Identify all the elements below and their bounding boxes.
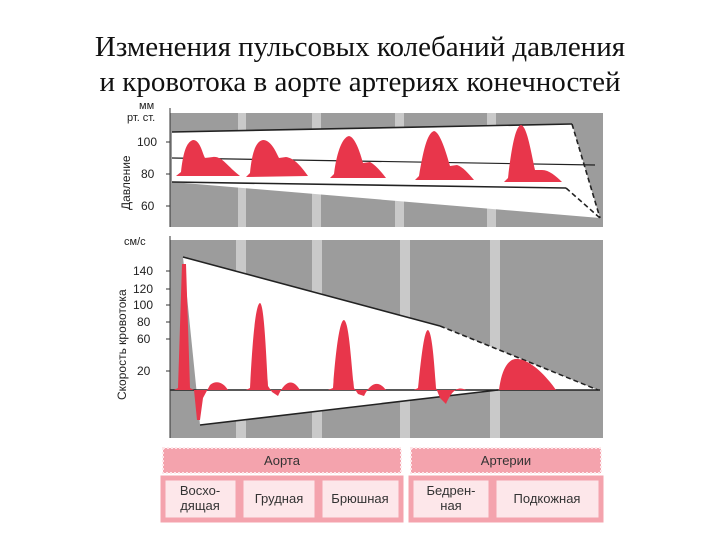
segment-ascending-box [160,475,241,523]
pressure-panel: мм рт. ст. 100 80 60 Давление [119,100,603,227]
vessel-segments: Восхо- дящая Грудная Брюшная Бедрен- ная… [160,475,604,523]
pressure-tick-label: 80 [141,167,155,181]
flow-max-tail [439,325,599,391]
aorta-label: Аорта [264,453,301,468]
pressure-pulse-thoracic [246,140,308,177]
segment-abdominal: Брюшная [331,491,388,506]
pressure-max-line [171,123,573,133]
flow-axis-label: Скорость кровотока [115,289,129,400]
flow-tick-label: 60 [137,332,151,346]
pressure-pulse-ascending [176,140,240,176]
flow-pulse-abdominal [328,320,386,396]
pressure-tick-label: 100 [137,135,157,149]
segment-femoral-line1: Бедрен- [426,483,475,498]
flow-tick-label: 80 [137,315,151,329]
segment-subcutaneous-box [491,475,604,523]
flow-pulse-thoracic [246,303,300,396]
segment-thoracic-box [238,475,320,523]
aorta-band [163,448,401,473]
segment-subcutaneous: Подкожная [514,491,581,506]
flow-strip [490,240,500,438]
pressure-envelope [172,124,600,218]
title-line-1: Изменения пульсовых колебаний давления [94,31,626,63]
flow-tick-label: 140 [133,264,153,278]
pressure-pulse-abdominal [330,136,386,178]
segment-femoral-box [408,475,494,523]
arteries-label: Артерии [481,453,531,468]
flow-pulse-subcutaneous [499,358,556,390]
flow-tick-label: 120 [133,282,153,296]
aorta-band-border [162,447,402,474]
pressure-pulse-femoral [415,131,474,180]
vessel-groups: Аорта Артерии [162,447,602,474]
pressure-unit-line1: мм [139,100,154,112]
segment-ascending-line1: Восхо- [180,483,220,498]
segment-abdominal-box [317,475,404,523]
flow-tick-label: 20 [137,364,151,378]
pressure-pulse-subcutaneous [504,125,562,182]
flow-pulse-femoral [414,330,466,404]
flow-pulse-ascending [174,264,228,420]
flow-panel: см/с 140 120 100 80 60 20 Скорость крово… [115,236,603,438]
flow-unit: см/с [124,236,146,248]
slide-title: Изменения пульсовых колебаний давления и… [0,30,720,100]
flow-envelope [183,257,598,425]
pressure-min-line [171,181,567,189]
title-line-2: и кровотока в аорте артериях конечностей [99,66,621,98]
flow-max-line [182,256,441,327]
flow-tick-label: 100 [133,298,153,312]
pressure-tick-label: 60 [141,199,155,213]
segment-ascending-line2: дящая [180,498,220,513]
segment-thoracic: Грудная [255,491,304,506]
pressure-max-tail [571,123,601,219]
segment-femoral-line2: ная [440,498,461,513]
pressure-axis-label: Давление [119,155,133,210]
arteries-band [411,448,601,473]
arteries-band-border [410,447,602,474]
pressure-unit-line2: рт. ст. [127,112,155,124]
